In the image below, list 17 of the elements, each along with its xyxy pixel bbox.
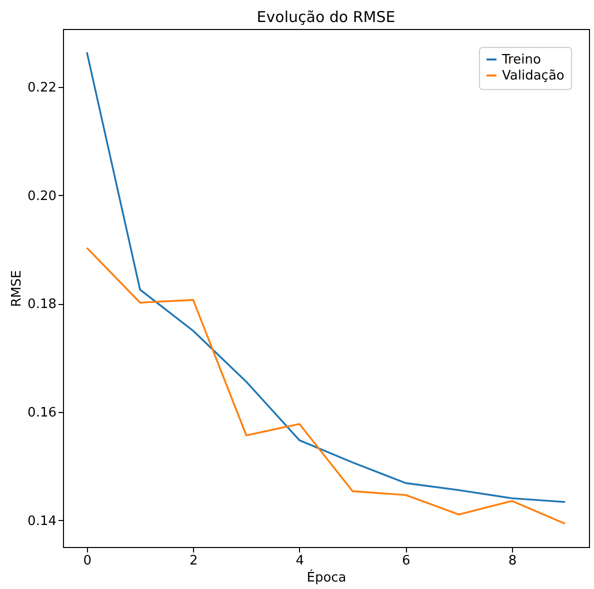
y-tick-label: 0.16 — [28, 406, 56, 421]
legend-label: Treino — [501, 52, 541, 68]
x-tick-label: 4 — [296, 554, 304, 568]
x-tick-label: 2 — [190, 554, 198, 568]
y-axis-title: RMSE — [10, 270, 25, 307]
y-tick-label: 0.20 — [28, 188, 56, 204]
y-tick-label: 0.22 — [28, 80, 56, 96]
legend-label: Validação — [502, 68, 564, 84]
x-tick-label: 8 — [508, 554, 517, 568]
x-tick-label: 6 — [402, 554, 410, 568]
x-tick-label: 0 — [83, 554, 92, 568]
chart-title: Evolução do RMSE — [256, 8, 396, 26]
line-series — [86, 247, 566, 525]
x-axis-title: Época — [306, 568, 346, 586]
line-series — [86, 51, 566, 503]
y-tick-label: 0.18 — [28, 297, 56, 312]
y-tick-label: 0.14 — [28, 514, 56, 529]
